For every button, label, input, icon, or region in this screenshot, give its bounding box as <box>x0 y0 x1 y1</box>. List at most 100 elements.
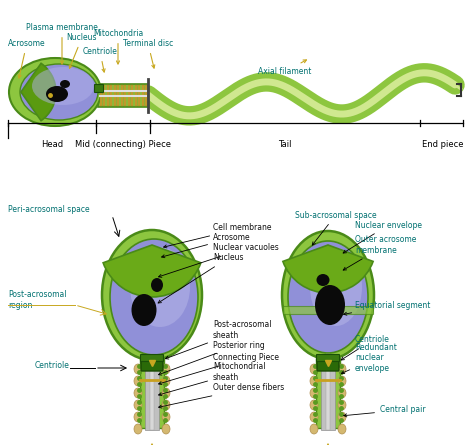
Bar <box>98 84 148 107</box>
Bar <box>150 354 154 430</box>
Ellipse shape <box>162 424 170 434</box>
Ellipse shape <box>162 376 170 386</box>
Ellipse shape <box>134 412 142 422</box>
Bar <box>131 85 134 106</box>
Text: Equatorial segment: Equatorial segment <box>344 300 430 315</box>
Text: Acrosome: Acrosome <box>162 234 251 258</box>
Ellipse shape <box>110 239 198 355</box>
Ellipse shape <box>134 364 142 374</box>
Ellipse shape <box>134 388 142 398</box>
Text: Redundant
nuclear
envelope: Redundant nuclear envelope <box>341 343 397 374</box>
Text: Mitochondria: Mitochondria <box>93 29 143 64</box>
Ellipse shape <box>338 412 346 422</box>
Ellipse shape <box>317 274 329 286</box>
Text: Centriole: Centriole <box>341 336 390 360</box>
Text: Mitochondrial
sheath: Mitochondrial sheath <box>159 362 265 396</box>
Text: Central pair: Central pair <box>344 405 426 417</box>
Ellipse shape <box>338 376 346 386</box>
Bar <box>114 85 116 106</box>
Bar <box>121 85 123 106</box>
Text: Plasma membrane: Plasma membrane <box>26 23 98 64</box>
Text: Tail: Tail <box>278 140 292 149</box>
Text: Connecting Piece: Connecting Piece <box>159 353 279 384</box>
FancyBboxPatch shape <box>140 355 164 361</box>
Text: End piece: End piece <box>422 140 464 149</box>
Ellipse shape <box>310 376 318 386</box>
FancyBboxPatch shape <box>317 355 339 361</box>
Ellipse shape <box>162 364 170 374</box>
Ellipse shape <box>162 400 170 410</box>
Bar <box>103 85 106 106</box>
Text: Posterior ring: Posterior ring <box>158 340 265 375</box>
Text: Outer dense fibers: Outer dense fibers <box>159 384 284 408</box>
Ellipse shape <box>134 400 142 410</box>
Ellipse shape <box>102 230 202 360</box>
Text: Cell membrane: Cell membrane <box>164 223 272 248</box>
Ellipse shape <box>310 364 318 374</box>
Bar <box>146 85 147 106</box>
Ellipse shape <box>338 364 346 374</box>
Ellipse shape <box>310 400 318 410</box>
Bar <box>138 85 140 106</box>
Wedge shape <box>21 63 56 121</box>
Text: Nucleus: Nucleus <box>158 254 244 303</box>
Text: Sub-acrosomal space: Sub-acrosomal space <box>295 210 377 245</box>
Ellipse shape <box>134 376 142 386</box>
Ellipse shape <box>131 294 156 326</box>
Ellipse shape <box>162 412 170 422</box>
Bar <box>118 85 119 106</box>
Bar <box>135 85 137 106</box>
Bar <box>316 358 340 428</box>
Bar <box>100 85 102 106</box>
Ellipse shape <box>338 388 346 398</box>
Bar <box>125 85 127 106</box>
Ellipse shape <box>130 247 190 327</box>
Ellipse shape <box>338 424 346 434</box>
Ellipse shape <box>338 400 346 410</box>
Bar <box>321 354 335 430</box>
Text: Terminal disc: Terminal disc <box>123 39 173 68</box>
Ellipse shape <box>310 388 318 398</box>
Ellipse shape <box>9 58 101 126</box>
Ellipse shape <box>282 231 374 359</box>
Bar <box>145 354 159 430</box>
Text: Peri-acrosomal space: Peri-acrosomal space <box>8 206 90 214</box>
Text: Nuclear envelope: Nuclear envelope <box>343 221 422 253</box>
Text: Outer acrosome
membrane: Outer acrosome membrane <box>343 235 416 270</box>
Ellipse shape <box>315 285 345 325</box>
Ellipse shape <box>134 424 142 434</box>
Bar <box>326 354 330 430</box>
Bar <box>283 306 373 314</box>
Ellipse shape <box>288 241 368 353</box>
Text: Axoneme: Axoneme <box>134 444 170 445</box>
Wedge shape <box>103 245 201 297</box>
Text: Nucleus: Nucleus <box>67 33 97 68</box>
Text: Post-acrosomal
region: Post-acrosomal region <box>8 290 66 310</box>
Text: Axial filament: Axial filament <box>258 60 312 76</box>
Wedge shape <box>283 245 373 293</box>
Text: Axoneme: Axoneme <box>310 444 346 445</box>
Ellipse shape <box>46 86 68 102</box>
Text: Mid (connecting) Piece: Mid (connecting) Piece <box>75 140 171 149</box>
FancyBboxPatch shape <box>317 360 339 371</box>
Text: Acrosome: Acrosome <box>8 39 46 78</box>
FancyBboxPatch shape <box>94 85 103 93</box>
Ellipse shape <box>60 80 70 88</box>
FancyBboxPatch shape <box>141 360 163 371</box>
Ellipse shape <box>310 424 318 434</box>
Ellipse shape <box>151 278 163 292</box>
Text: Post-acrosomal
sheath: Post-acrosomal sheath <box>165 320 272 359</box>
Text: Centriole: Centriole <box>82 47 118 72</box>
Text: Nuclear vacuoles: Nuclear vacuoles <box>158 243 279 277</box>
Ellipse shape <box>162 388 170 398</box>
Bar <box>110 85 112 106</box>
Ellipse shape <box>310 412 318 422</box>
Text: Centriole: Centriole <box>35 360 70 369</box>
Bar <box>107 85 109 106</box>
Text: Head: Head <box>41 140 63 149</box>
Ellipse shape <box>20 64 98 120</box>
Bar <box>142 85 144 106</box>
Ellipse shape <box>32 67 94 105</box>
Ellipse shape <box>310 248 362 326</box>
Bar <box>140 358 164 428</box>
